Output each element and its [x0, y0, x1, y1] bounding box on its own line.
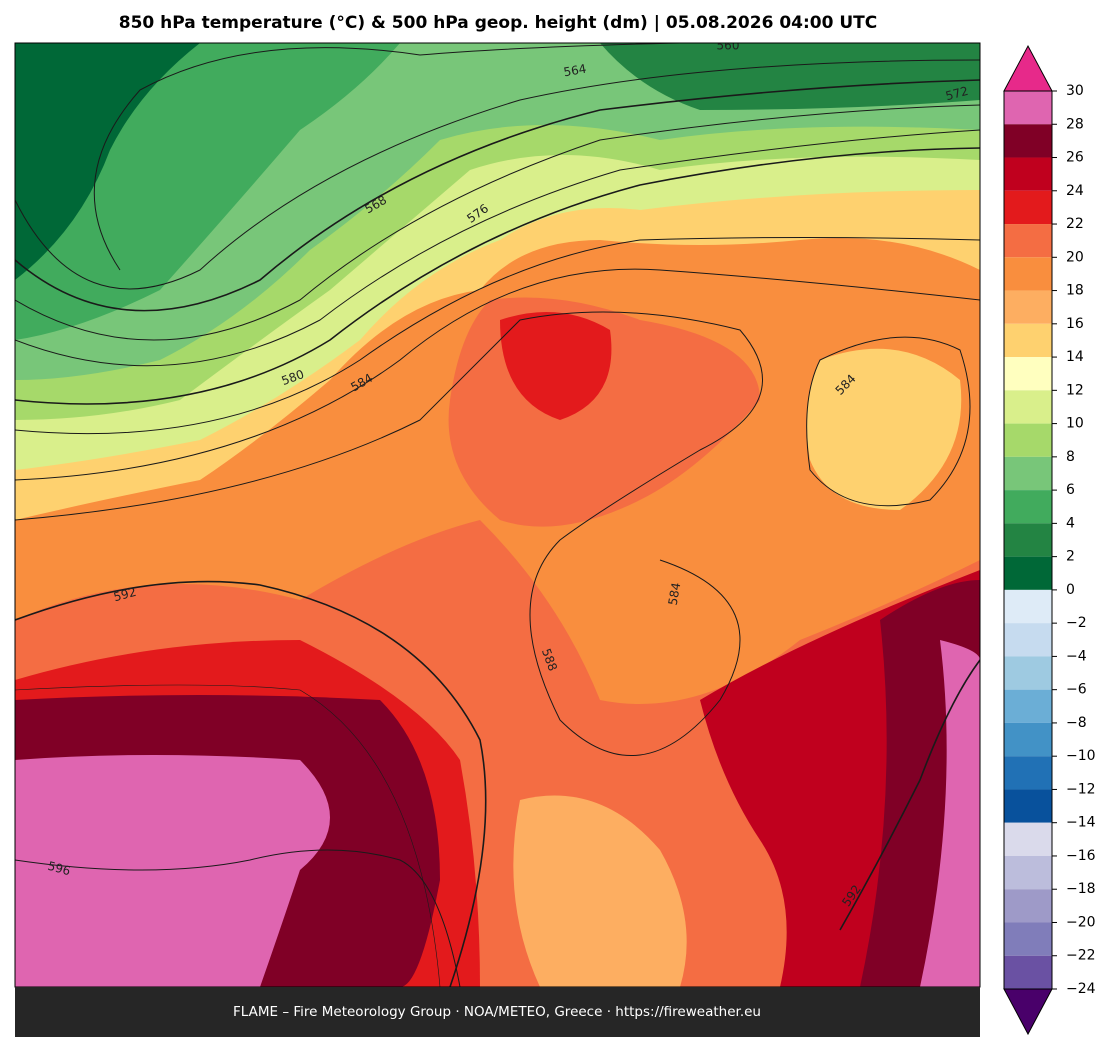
colorbar-tick-label: 4: [1066, 515, 1075, 531]
colorbar-tick-label: −22: [1066, 948, 1096, 964]
colorbar-tick-label: 14: [1066, 349, 1084, 365]
colorbar-tick-label: −10: [1066, 748, 1096, 764]
colorbar-tick-label: −12: [1066, 781, 1096, 797]
colorbar-band: [1004, 523, 1052, 557]
colorbar-band: [1004, 789, 1052, 823]
colorbar-band: [1004, 722, 1052, 757]
colorbar-tick-label: 24: [1066, 183, 1084, 199]
colorbar-tick-label: −20: [1066, 914, 1096, 930]
colorbar-tick-label: 18: [1066, 283, 1084, 299]
colorbar-band: [1004, 855, 1052, 890]
colorbar-tick-label: 16: [1066, 316, 1084, 332]
colorbar-tick-label: 0: [1066, 582, 1075, 598]
colorbar-tick-label: 2: [1066, 549, 1075, 565]
colorbar-band: [1004, 889, 1052, 923]
colorbar-tick-label: −4: [1066, 648, 1087, 664]
colorbar-band: [1004, 922, 1052, 956]
footer-bar: [15, 987, 980, 1037]
colorbar-band: [1004, 290, 1052, 324]
contour-label: 592: [112, 585, 138, 604]
colorbar-tick-label: −6: [1066, 682, 1087, 698]
title: 850 hPa temperature (°C) & 500 hPa geop.…: [119, 13, 878, 33]
colorbar-tick-label: 8: [1066, 449, 1075, 465]
colorbar-tick-label: −8: [1066, 715, 1087, 731]
colorbar-band: [1004, 490, 1052, 524]
colorbar-tick-label: 22: [1066, 216, 1084, 232]
colorbar-band: [1004, 390, 1052, 424]
colorbar-band: [1004, 323, 1052, 358]
colorbar-band: [1004, 124, 1052, 158]
contour-label: 596: [46, 859, 72, 878]
colorbar-band: [1004, 91, 1052, 125]
contour-label: 560: [717, 39, 740, 53]
colorbar-band: [1004, 456, 1052, 491]
colorbar-band: [1004, 190, 1052, 225]
colorbar-band: [1004, 556, 1052, 590]
colorbar-tick-label: 6: [1066, 482, 1075, 498]
colorbar-band: [1004, 224, 1052, 258]
colorbar-tick-label: −18: [1066, 881, 1096, 897]
contour-label: 572: [944, 84, 970, 103]
contour-label: 584: [666, 581, 684, 606]
colorbar-band: [1004, 656, 1052, 690]
colorbar-band: [1004, 357, 1052, 391]
contour-label: 564: [562, 62, 587, 80]
colorbar: 302826242220181614121086420−2−4−6−8−10−1…: [1003, 44, 1096, 1036]
colorbar-tick-label: −16: [1066, 848, 1096, 864]
footer: FLAME – Fire Meteorology Group · NOA/MET…: [233, 1004, 761, 1020]
colorbar-tick-label: −2: [1066, 615, 1087, 631]
colorbar-extend-bottom: [1003, 988, 1053, 1036]
colorbar-tick-label: 30: [1066, 83, 1084, 99]
colorbar-tick-label: −24: [1066, 981, 1096, 997]
colorbar-tick-label: 28: [1066, 116, 1084, 132]
colorbar-band: [1004, 756, 1052, 790]
colorbar-band: [1004, 257, 1052, 291]
colorbar-band: [1004, 689, 1052, 723]
colorbar-tick-label: 10: [1066, 416, 1084, 432]
colorbar-band: [1004, 157, 1052, 191]
colorbar-tick-label: −14: [1066, 815, 1096, 831]
colorbar-frame: [1003, 90, 1053, 990]
colorbar-extend-top: [1003, 44, 1053, 92]
colorbar-band: [1004, 955, 1052, 989]
colorbar-band: [1004, 589, 1052, 624]
colorbar-band: [1004, 623, 1052, 657]
colorbar-tick-label: 12: [1066, 382, 1084, 398]
colorbar-tick-label: 20: [1066, 249, 1084, 265]
colorbar-band: [1004, 423, 1052, 457]
colorbar-tick-label: 26: [1066, 150, 1084, 166]
colorbar-band: [1004, 822, 1052, 856]
